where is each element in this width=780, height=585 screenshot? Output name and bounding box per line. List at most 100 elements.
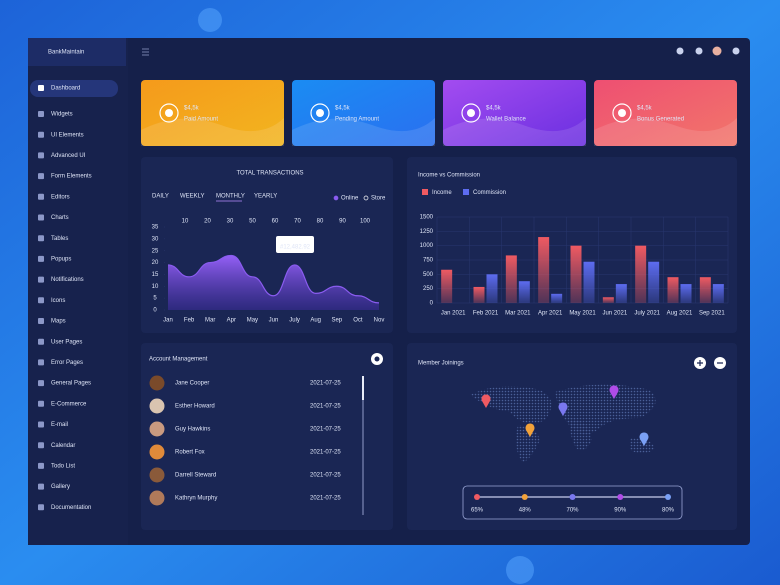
tab[interactable]: YEARLY	[254, 194, 277, 200]
avatar	[149, 398, 165, 414]
menu-item[interactable]: Gallery	[51, 484, 70, 490]
x-tick-label: Aug	[310, 318, 321, 324]
card-wave	[443, 118, 586, 146]
menu-item[interactable]: General Pages	[51, 381, 91, 387]
message-icon[interactable]	[695, 47, 703, 55]
menu-item[interactable]: Calendar	[51, 443, 75, 449]
y-tick-label: 20	[152, 260, 159, 266]
menu-item[interactable]: UI Elements	[51, 132, 84, 138]
stop-label: 80%	[662, 508, 675, 514]
tooltip: #12,482.92	[280, 245, 311, 251]
profile-avatar[interactable]	[712, 46, 722, 56]
notification-icon[interactable]	[676, 47, 684, 55]
slider-stop[interactable]	[665, 494, 671, 500]
menu-toggle[interactable]	[142, 48, 149, 56]
area-line	[167, 254, 380, 304]
x-tick-label: Jun 2021	[602, 311, 627, 317]
bar	[699, 277, 711, 303]
bar	[570, 245, 582, 303]
menu-item[interactable]: Advanced UI	[51, 153, 86, 159]
zoom-glyph	[697, 360, 723, 366]
menu-item[interactable]: Notifications	[51, 277, 84, 283]
menu-item[interactable]: Charts	[51, 215, 69, 221]
menu-item[interactable]: Popups	[51, 256, 71, 262]
card-label: Pending Amount	[335, 117, 379, 123]
panel	[141, 343, 393, 530]
x-tick-label: Mar	[205, 318, 215, 324]
panel	[407, 157, 737, 333]
slider-stop[interactable]	[569, 494, 576, 500]
menu-item[interactable]: Documentation	[51, 505, 91, 511]
menu-icon	[38, 173, 44, 180]
slider-stop[interactable]	[474, 494, 480, 500]
legend-label: Commission	[473, 190, 506, 196]
active-menu	[30, 80, 118, 97]
card-wave	[292, 118, 435, 146]
bar	[712, 284, 724, 303]
tab[interactable]: DAILY	[152, 194, 169, 200]
pin[interactable]	[481, 394, 491, 408]
y-tick-label: 35	[152, 225, 159, 231]
menu-item[interactable]: Dashboard	[51, 86, 80, 92]
menu-item[interactable]: Form Elements	[51, 174, 92, 180]
menu-item[interactable]: E-Commerce	[51, 401, 87, 407]
account-date: 2021-07-25	[310, 381, 341, 387]
pin[interactable]	[639, 432, 649, 446]
map-pins	[481, 385, 649, 446]
bar	[538, 237, 550, 303]
menu-item[interactable]: Todo List	[51, 463, 75, 469]
x-tick-label: May	[247, 318, 258, 324]
menu-item[interactable]: User Pages	[51, 339, 82, 345]
card-amount: $4,5k	[637, 106, 653, 112]
tab[interactable]: MONTHLY	[216, 194, 245, 200]
menu-icon	[38, 235, 44, 242]
legend-swatch	[463, 189, 469, 195]
card-label: Bonus Generated	[637, 117, 684, 123]
pin[interactable]	[609, 385, 619, 399]
world-map	[470, 384, 656, 462]
x-tick-label: Feb 2021	[473, 311, 499, 317]
menu-item[interactable]: Maps	[51, 319, 66, 325]
menu-icon	[38, 462, 44, 469]
y-tick-label: 15	[152, 272, 159, 278]
menu-item[interactable]: E-mail	[51, 422, 68, 428]
brand-box	[28, 38, 126, 66]
y-tick-label: 0	[153, 308, 157, 314]
menu-icon	[38, 131, 44, 138]
menu-icon	[38, 297, 44, 304]
x-tick-label: Mar 2021	[505, 311, 531, 317]
stat-card	[594, 80, 737, 146]
legend-swatch	[422, 189, 428, 195]
menu-item[interactable]: Tables	[51, 236, 68, 242]
menu-item[interactable]: Widgets	[51, 112, 73, 118]
pin[interactable]	[525, 423, 535, 437]
menu-icon	[38, 504, 44, 511]
top-label: 90	[339, 219, 346, 225]
tooltip-box	[276, 236, 314, 253]
y-tick-label: 25	[152, 248, 159, 254]
menu-item[interactable]: Error Pages	[51, 360, 83, 366]
menu-icon	[38, 421, 44, 428]
menu-item[interactable]: Editors	[51, 194, 70, 200]
slider-stop[interactable]	[521, 494, 528, 500]
pin[interactable]	[558, 402, 568, 416]
card-icon	[461, 103, 481, 123]
panel-title: Member Joinings	[418, 361, 464, 367]
card-icon	[612, 103, 632, 123]
card-wave	[141, 118, 284, 146]
tab[interactable]: WEEKLY	[180, 194, 205, 200]
continent	[470, 386, 552, 424]
top-label: 60	[272, 219, 279, 225]
bar	[583, 261, 595, 303]
account-date: 2021-07-25	[310, 450, 341, 456]
continent	[569, 418, 592, 451]
menu-icon	[38, 442, 44, 449]
settings-icon[interactable]	[732, 47, 740, 55]
menu-item[interactable]: Icons	[51, 298, 65, 304]
slider-stop[interactable]	[617, 494, 624, 500]
avatar	[149, 444, 165, 460]
stat-card	[141, 80, 284, 146]
x-tick-label: Jan	[163, 318, 173, 324]
card-icon	[310, 103, 330, 123]
